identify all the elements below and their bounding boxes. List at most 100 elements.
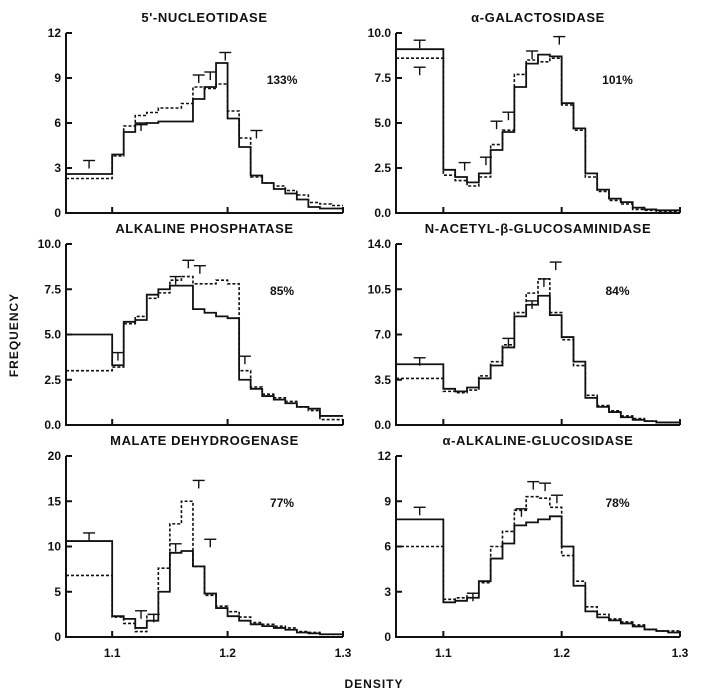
dashed-histogram-line <box>66 500 343 636</box>
y-tick-label: 10.5 <box>368 282 392 296</box>
panel-title: ALKALINE PHOSPHATASE <box>115 221 293 236</box>
panel-title: α-GALACTOSIDASE <box>471 10 605 25</box>
dashed-histogram-line <box>66 83 343 207</box>
dashed-histogram-line <box>396 495 680 632</box>
panel-2: 0.0 2.5 5.0 7.5 10.0 α-GALACTOSIDASE 101% <box>368 10 681 220</box>
y-tick-label: 5 <box>54 585 61 599</box>
y-tick-label: 6 <box>384 540 391 554</box>
percentage-annotation: 85% <box>270 284 294 298</box>
y-tick-label: 10 <box>48 540 62 554</box>
x-tick-label: 1.3 <box>672 646 689 660</box>
error-bar <box>413 357 426 366</box>
error-bar <box>250 129 263 139</box>
solid-histogram-line <box>396 515 680 634</box>
error-bar <box>192 74 205 83</box>
dashed-histogram-line <box>396 278 680 424</box>
y-tick-label: 9 <box>54 71 61 85</box>
axes <box>395 244 680 426</box>
error-bar <box>219 51 232 61</box>
x-tick-label: 1.3 <box>335 646 352 660</box>
percentage-annotation: 84% <box>606 284 630 298</box>
panel-3: 0.0 2.5 5.0 7.5 10.0 ALKALINE PHOSPHATASE 85% <box>38 221 344 432</box>
error-bar <box>502 111 515 121</box>
panel-4: 0.0 3.5 7.0 10.5 14.0 N-ACETYL-β-GLUCOSAMINID… <box>368 221 681 432</box>
error-bar <box>204 71 217 80</box>
y-tick-label: 0.0 <box>44 418 61 432</box>
dashed-histogram-line <box>66 275 343 421</box>
panel-title: N-ACETYL-β-GLUCOSAMINIDASE <box>425 221 651 236</box>
panel-6: 0 3 6 9 12 α-ALKALINE-GLUCOSIDASE 78% 1.1 1.2 1.3 <box>378 433 689 660</box>
error-bar <box>111 351 124 361</box>
y-tick-label: 10.0 <box>38 237 62 251</box>
error-bar <box>466 592 479 602</box>
error-bar <box>413 39 426 49</box>
error-bar <box>238 355 251 365</box>
y-tick-label: 7.0 <box>374 328 391 342</box>
y-tick-label: 6 <box>54 116 61 130</box>
error-bar <box>169 275 182 285</box>
solid-histogram-line <box>396 48 680 212</box>
error-bar <box>502 337 515 347</box>
y-tick-label: 5.0 <box>44 328 61 342</box>
panel-title: 5'-NUCLEOTIDASE <box>141 10 267 25</box>
y-tick-label: 15 <box>48 494 62 508</box>
y-tick-label: 2.5 <box>374 161 391 175</box>
solid-histogram-line <box>66 62 343 210</box>
error-bar <box>550 494 563 504</box>
y-tick-label: 14.0 <box>368 237 392 251</box>
y-tick-label: 5.0 <box>374 116 391 130</box>
error-bar <box>553 35 566 45</box>
y-tick-label: 12 <box>378 449 392 463</box>
y-tick-label: 2.5 <box>44 373 61 387</box>
solid-histogram-line <box>396 294 680 424</box>
y-tick-label: 0 <box>54 630 61 644</box>
error-bar <box>147 613 160 623</box>
y-tick-label: 0 <box>54 206 61 220</box>
y-tick-label: 0.0 <box>374 418 391 432</box>
panel-5: 0 5 10 15 20 MALATE DEHYDROGENASE 77% 1.1 1.2 1.3 <box>48 433 352 660</box>
error-bar <box>169 543 182 552</box>
y-tick-label: 3 <box>54 161 61 175</box>
x-tick-label: 1.1 <box>435 646 452 660</box>
error-bar <box>135 122 148 131</box>
panel-1: 0 3 6 9 12 5'-NUCLEOTIDASE 133% <box>48 10 344 220</box>
error-bar <box>537 278 550 287</box>
y-axis-label: FREQUENCY <box>7 293 21 377</box>
error-bar <box>479 156 492 166</box>
y-tick-label: 20 <box>48 449 62 463</box>
error-bar <box>549 261 562 271</box>
x-axis-label: DENSITY <box>344 677 403 691</box>
error-bar <box>83 159 96 169</box>
error-bar <box>539 482 552 492</box>
y-tick-label: 12 <box>48 26 62 40</box>
y-tick-label: 9 <box>384 494 391 508</box>
solid-histogram-line <box>66 284 343 417</box>
panel-title: α-ALKALINE-GLUCOSIDASE <box>443 433 634 448</box>
y-tick-label: 3 <box>384 585 391 599</box>
error-bar <box>458 161 471 171</box>
error-bar <box>526 300 539 309</box>
error-bar <box>135 610 148 619</box>
error-bar <box>192 479 205 489</box>
error-bar <box>526 50 539 59</box>
axes <box>65 456 343 638</box>
percentage-annotation: 77% <box>270 496 294 510</box>
error-bar <box>204 538 217 548</box>
y-tick-label: 0 <box>384 630 391 644</box>
error-bar <box>193 265 206 274</box>
y-tick-label: 7.5 <box>374 71 391 85</box>
dashed-histogram-line <box>396 57 680 212</box>
error-bar <box>413 66 426 76</box>
error-bar <box>490 120 503 130</box>
percentage-annotation: 78% <box>606 496 630 510</box>
error-bar <box>515 508 528 517</box>
error-bar <box>182 259 195 269</box>
y-tick-label: 10.0 <box>368 26 392 40</box>
error-bar <box>527 480 540 490</box>
y-tick-label: 3.5 <box>374 373 391 387</box>
y-tick-label: 7.5 <box>44 282 61 296</box>
error-bar <box>413 506 426 516</box>
error-bar <box>83 532 96 541</box>
panel-title: MALATE DEHYDROGENASE <box>110 433 299 448</box>
